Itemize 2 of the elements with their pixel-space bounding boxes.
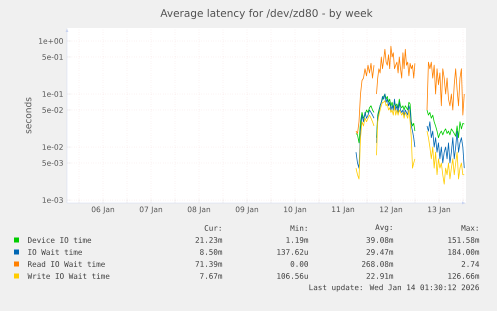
y-axis-title: seconds xyxy=(24,98,32,134)
chart-title: Average latency for /dev/zd80 - by week xyxy=(160,8,373,20)
